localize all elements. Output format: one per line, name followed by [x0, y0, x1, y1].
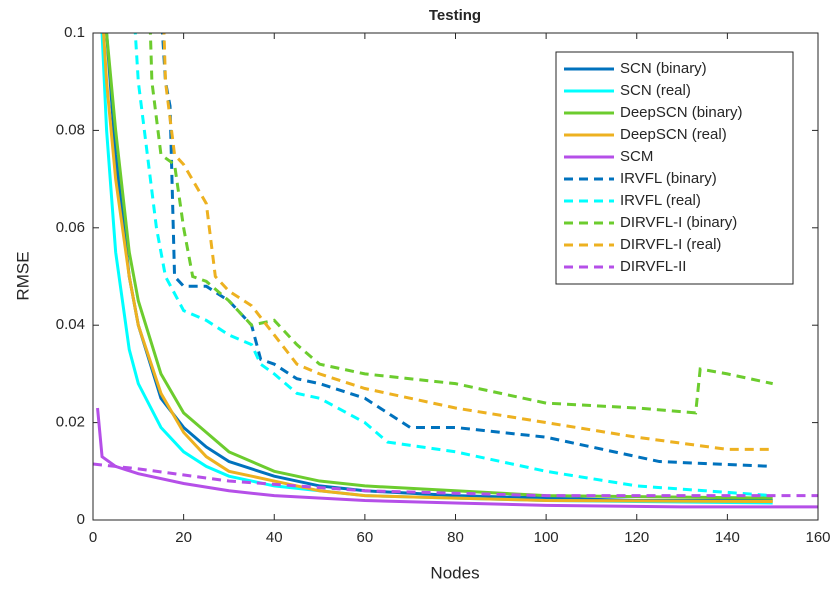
series-line — [105, 33, 773, 500]
legend-label: IRVFL (binary) — [620, 170, 717, 187]
x-tick-label: 0 — [89, 529, 97, 546]
x-tick-label: 60 — [357, 529, 374, 546]
x-axis-label: Nodes — [430, 563, 479, 582]
y-tick-label: 0.1 — [64, 24, 85, 41]
y-tick-label: 0.06 — [56, 219, 85, 236]
plot-frame — [92, 32, 819, 521]
series-line — [102, 33, 773, 503]
series-line — [162, 33, 773, 451]
y-tick-label: 0.02 — [56, 414, 85, 431]
legend-label: IRVFL (real) — [620, 192, 701, 209]
legend-label: DIRVFL-I (binary) — [620, 214, 737, 231]
x-tick-label: 120 — [624, 529, 649, 546]
x-tick-label: 160 — [805, 529, 830, 546]
x-tick-label: 80 — [447, 529, 464, 546]
x-tick-label: 20 — [175, 529, 192, 546]
series-line — [160, 33, 773, 468]
legend-label: SCN (real) — [620, 82, 691, 99]
series-line — [105, 33, 773, 503]
legend-label: SCN (binary) — [620, 60, 707, 77]
x-tick-label: 40 — [266, 529, 283, 546]
plot-area — [93, 33, 818, 509]
chart-title: Testing — [429, 7, 481, 24]
legend-label: DIRVFL-I (real) — [620, 236, 721, 253]
legend-label: SCM — [620, 148, 653, 165]
legend-label: DeepSCN (binary) — [620, 104, 743, 121]
y-tick-label: 0.04 — [56, 316, 85, 333]
x-tick-label: 140 — [715, 529, 740, 546]
series-line — [133, 33, 773, 498]
legend-label: DIRVFL-II — [620, 258, 686, 275]
y-tick-label: 0.08 — [56, 121, 85, 138]
y-axis-label: RMSE — [13, 251, 32, 300]
legend-label: DeepSCN (real) — [620, 126, 727, 143]
x-tick-label: 100 — [534, 529, 559, 546]
series-line — [93, 462, 818, 498]
y-tick-label: 0 — [77, 511, 85, 528]
series-line — [148, 33, 774, 415]
